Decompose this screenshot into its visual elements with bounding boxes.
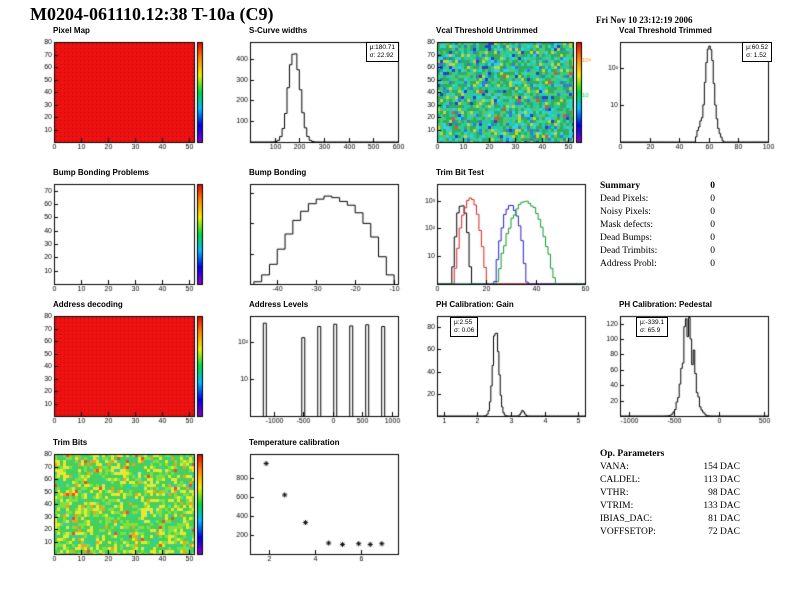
op-row-ibias-dac: IBIAS_DAC: 81 DAC — [600, 513, 740, 526]
summary-row-address-probl: Address Probl: 0 — [600, 258, 715, 271]
chart-title-address-decoding: Address decoding — [53, 300, 123, 309]
summary-row-mask-defects: Mask defects: 0 — [600, 219, 715, 232]
op-label: VTHR: — [600, 488, 629, 498]
summary-value: 0 — [710, 194, 715, 204]
panel-bump-bonding-problems: Bump Bonding Problems — [30, 168, 212, 300]
summary-value: 0 — [710, 220, 715, 230]
panel-address-decoding: Address decoding — [30, 300, 212, 432]
chart-title-temperature: Temperature calibration — [249, 438, 340, 447]
summary-label: Dead Pixels: — [600, 194, 649, 204]
temperature-calibration-plot — [226, 449, 406, 567]
summary-label: Dead Bumps: — [600, 233, 652, 243]
summary-row-noisy-pixels: Noisy Pixels: 0 — [600, 206, 715, 219]
op-row-vtrim: VTRIM: 133 DAC — [600, 500, 740, 513]
ph-calibration-pedestal-plot — [596, 311, 776, 429]
summary-value: 0 — [710, 246, 715, 256]
stats-sigma: σ: 22.92 — [369, 52, 394, 59]
panel-bump-bonding: Bump Bonding — [226, 168, 408, 300]
panel-trim-bit-test: Trim Bit Test — [413, 168, 595, 300]
op-label: CALDEL: — [600, 475, 641, 485]
op-value: 98 DAC — [708, 488, 740, 498]
stats-mean: μ:-339.1 — [640, 319, 664, 326]
stats-box-ph-pedestal: μ:-339.1 σ: 65.9 — [636, 317, 668, 337]
panel-op-parameters: Op. Parameters VANA: 154 DAC CALDEL: 113… — [600, 448, 740, 539]
chart-title-ph-gain: PH Calibration: Gain — [436, 300, 514, 309]
panel-temperature-calibration: Temperature calibration — [226, 438, 408, 570]
chart-title-bump-bonding: Bump Bonding — [249, 168, 307, 177]
summary-row-dead-pixels: Dead Pixels: 0 — [600, 193, 715, 206]
chart-title-s-curve-widths: S-Curve widths — [249, 26, 308, 35]
panel-s-curve-widths: S-Curve widths μ:180.71 σ: 22.92 — [226, 26, 408, 158]
summary-label: Address Probl: — [600, 259, 657, 269]
op-row-vana: VANA: 154 DAC — [600, 461, 740, 474]
panel-summary: Summary 0 Dead Pixels: 0 Noisy Pixels: 0… — [600, 180, 715, 271]
op-value: 133 DAC — [703, 501, 740, 511]
op-value: 81 DAC — [708, 514, 740, 524]
chart-title-trim-bits: Trim Bits — [53, 438, 88, 447]
summary-value: 0 — [710, 259, 715, 269]
op-value: 154 DAC — [703, 462, 740, 472]
chart-title-ph-pedestal: PH Calibration: Pedestal — [619, 300, 712, 309]
bump-bonding-plot — [226, 179, 406, 297]
op-value: 72 DAC — [708, 527, 740, 537]
chart-title-trim-bit-test: Trim Bit Test — [436, 168, 484, 177]
address-decoding-plot — [30, 311, 210, 429]
stats-box-ph-gain: μ:2.55 σ: 0.06 — [450, 317, 479, 337]
trim-bit-test-plot — [413, 179, 593, 297]
panel-ph-calibration-gain: PH Calibration: Gain μ:2.55 σ: 0.06 — [413, 300, 595, 432]
chart-title-address-levels: Address Levels — [249, 300, 309, 309]
chart-title-pixel-map: Pixel Map — [53, 26, 90, 35]
chart-title-vcal-trimmed: Vcal Threshold Trimmed — [619, 26, 712, 35]
summary-header: Summary 0 — [600, 180, 715, 193]
pixel-map-plot — [30, 37, 210, 155]
panel-vcal-threshold-untrimmed: Vcal Threshold Untrimmed — [413, 26, 595, 158]
op-row-vthr: VTHR: 98 DAC — [600, 487, 740, 500]
stats-sigma: σ: 1.52 — [746, 52, 767, 59]
panel-pixel-map: Pixel Map — [30, 26, 212, 158]
timestamp: Fri Nov 10 23:12:19 2006 — [596, 15, 693, 25]
chart-title-vcal-untrimmed: Vcal Threshold Untrimmed — [436, 26, 538, 35]
op-row-caldel: CALDEL: 113 DAC — [600, 474, 740, 487]
panel-vcal-threshold-trimmed: Vcal Threshold Trimmed μ:60.52 σ: 1.52 — [596, 26, 778, 158]
stats-mean: μ:60.52 — [746, 44, 768, 51]
stats-box-vcal-trimmed: μ:60.52 σ: 1.52 — [742, 42, 772, 62]
op-row-voffsetop: VOFFSETOP: 72 DAC — [600, 526, 740, 539]
op-label: VOFFSETOP: — [600, 527, 656, 537]
summary-row-dead-trimbits: Dead Trimbits: 0 — [600, 245, 715, 258]
stats-mean: μ:180.71 — [369, 44, 395, 51]
stats-mean: μ:2.55 — [454, 319, 473, 326]
op-label: VANA: — [600, 462, 629, 472]
summary-value: 0 — [710, 233, 715, 243]
chart-title-bump-bonding-problems: Bump Bonding Problems — [53, 168, 149, 177]
vcal-threshold-untrimmed-plot — [413, 37, 593, 155]
stats-box-s-curve: μ:180.71 σ: 22.92 — [365, 42, 399, 62]
panel-ph-calibration-pedestal: PH Calibration: Pedestal μ:-339.1 σ: 65.… — [596, 300, 778, 432]
ph-calibration-gain-plot — [413, 311, 593, 429]
summary-value: 0 — [710, 207, 715, 217]
summary-title: Summary — [600, 181, 641, 191]
page-title: M0204-061110.12:38 T-10a (C9) — [30, 4, 274, 24]
op-label: IBIAS_DAC: — [600, 514, 653, 524]
summary-label: Noisy Pixels: — [600, 207, 651, 217]
stats-sigma: σ: 0.06 — [454, 327, 475, 334]
stats-sigma: σ: 65.9 — [640, 327, 661, 334]
op-parameters-title: Op. Parameters — [600, 449, 665, 459]
summary-label: Dead Trimbits: — [600, 246, 658, 256]
op-value: 113 DAC — [703, 475, 740, 485]
address-levels-plot — [226, 311, 406, 429]
op-label: VTRIM: — [600, 501, 634, 511]
panel-address-levels: Address Levels — [226, 300, 408, 432]
bump-bonding-problems-plot — [30, 179, 210, 297]
op-parameters-header: Op. Parameters — [600, 448, 740, 461]
summary-total: 0 — [710, 181, 715, 191]
summary-row-dead-bumps: Dead Bumps: 0 — [600, 232, 715, 245]
trim-bits-plot — [30, 449, 210, 567]
summary-label: Mask defects: — [600, 220, 654, 230]
panel-trim-bits: Trim Bits — [30, 438, 212, 570]
